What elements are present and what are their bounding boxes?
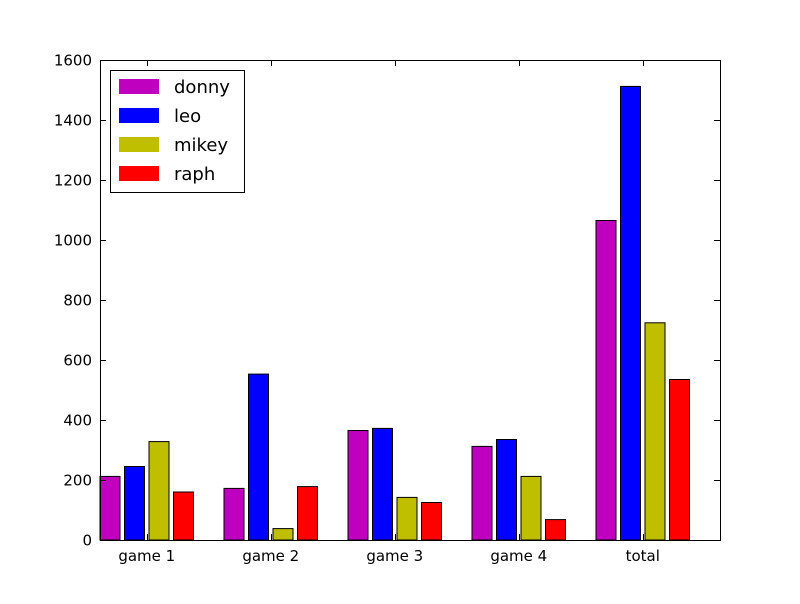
bar-mikey-game-4	[520, 475, 542, 541]
bar-raph-game-1	[173, 491, 194, 541]
x-tick-label: game 3	[366, 547, 423, 565]
bar-leo-total	[620, 85, 641, 541]
y-tick-label: 800	[63, 292, 92, 310]
legend-label-leo: leo	[174, 106, 201, 127]
y-tick-label: 200	[63, 472, 92, 490]
bar-donny-game-2	[223, 487, 245, 541]
bar-raph-game-4	[545, 519, 566, 541]
legend-label-mikey: mikey	[174, 135, 228, 156]
legend-swatch-donny	[119, 79, 159, 94]
y-tick-label: 1600	[54, 52, 92, 70]
bar-leo-game-2	[248, 373, 269, 541]
bar-donny-game-3	[347, 430, 369, 541]
legend-label-donny: donny	[174, 77, 230, 98]
legend-swatch-raph	[119, 166, 159, 181]
bars-layer	[99, 85, 690, 541]
bar-raph-total	[669, 379, 690, 541]
legend: donny leo mikey raph	[110, 70, 245, 193]
x-tick-label: total	[626, 547, 660, 565]
y-tick-label: 400	[63, 412, 92, 430]
bar-leo-game-1	[124, 466, 145, 541]
y-tick-label: 0	[82, 532, 92, 550]
legend-swatch-leo	[119, 108, 159, 123]
y-tick-label: 1000	[54, 232, 92, 250]
y-tick-label: 1400	[54, 112, 92, 130]
bar-leo-game-3	[372, 427, 393, 541]
y-tick-label: 1200	[54, 172, 92, 190]
bar-raph-game-2	[297, 486, 318, 541]
bar-mikey-game-3	[396, 496, 418, 541]
bar-raph-game-3	[421, 502, 442, 541]
bar-mikey-game-2	[272, 528, 294, 541]
bar-donny-game-1	[99, 475, 121, 541]
x-tick-label: game 1	[118, 547, 175, 565]
bar-mikey-game-1	[148, 441, 170, 541]
legend-swatch-mikey	[119, 137, 159, 152]
y-tick-label: 600	[63, 352, 92, 370]
legend-label-raph: raph	[174, 164, 215, 185]
x-tick-label: game 4	[490, 547, 547, 565]
bar-donny-total	[595, 220, 617, 541]
ticks-layer: 0 200 400 600 800 1000 1200 1400 1600 game 1 game …	[54, 52, 720, 565]
bar-leo-game-4	[496, 439, 517, 541]
bar-mikey-total	[644, 322, 666, 541]
bar-donny-game-4	[471, 445, 493, 541]
x-tick-label: game 2	[242, 547, 299, 565]
